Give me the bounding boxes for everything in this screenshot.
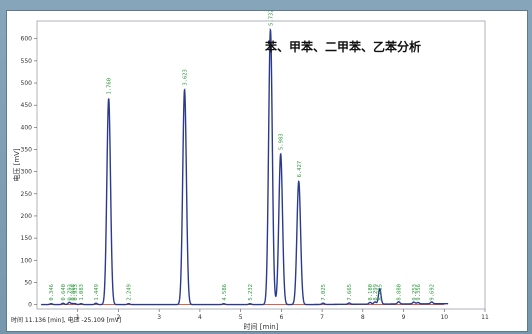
peak-label: 5.732 — [268, 11, 274, 26]
y-axis-ticks: 0 50 100 150 200 250 300 350 400 450 500 550 600 — [21, 36, 37, 309]
peak-label: 8.299 — [373, 284, 379, 301]
y-tick-label: 0 — [28, 302, 32, 309]
peak-label: 4.586 — [222, 284, 228, 301]
status-readout: 时间 11.136 [min], 电压 -25.109 [mV] — [11, 316, 121, 324]
x-tick-label: 10 — [440, 314, 448, 321]
peak-label: 1.083 — [79, 284, 85, 301]
peak-label: 8.880 — [397, 284, 403, 301]
y-tick-label: 500 — [21, 80, 33, 87]
peak-label: 0.640 — [61, 284, 67, 301]
chromatogram-chart: 0 50 100 150 200 250 300 350 400 450 500 550 600 1 2 3… — [11, 11, 489, 331]
y-tick-label: 100 — [21, 257, 33, 264]
x-tick-label: 2 — [117, 314, 121, 321]
peak-label: 8.180 — [368, 284, 374, 301]
peak-label: 0.933 — [73, 284, 79, 301]
peak-label: 3.623 — [183, 69, 189, 86]
peak-label: 2.249 — [127, 284, 133, 301]
y-tick-label: 450 — [21, 102, 33, 109]
x-tick-label: 9 — [402, 314, 406, 321]
x-tick-label: 6 — [279, 314, 283, 321]
y-tick-label: 300 — [21, 169, 33, 176]
chart-title: 苯、甲苯、二甲苯、乙苯分析 — [264, 39, 421, 54]
peak-label: 5.983 — [279, 133, 285, 150]
x-tick-label: 7 — [320, 314, 324, 321]
y-tick-label: 400 — [21, 124, 33, 131]
chromatogram-trace — [41, 27, 449, 306]
y-tick-label: 550 — [21, 58, 33, 65]
y-tick-label: 200 — [21, 213, 33, 220]
y-axis-label: 电压 [mV] — [12, 148, 21, 182]
x-tick-label: 8 — [361, 314, 365, 321]
y-tick-label: 150 — [21, 235, 33, 242]
peak-label: 9.356 — [416, 284, 422, 301]
x-tick-label: 5 — [239, 314, 243, 321]
peak-label: 5.232 — [248, 284, 254, 301]
x-tick-label: 11 — [481, 314, 489, 321]
x-axis-ticks: 1 2 3 4 5 6 7 8 9 10 11 — [76, 309, 489, 321]
peak-label: 7.665 — [347, 284, 353, 301]
peak-label: 8.415 — [378, 284, 384, 301]
x-tick-label: 1 — [76, 314, 80, 321]
x-tick-label: 3 — [157, 314, 161, 321]
peak-label: 1.760 — [107, 78, 113, 95]
chromatogram-panel: 0 50 100 150 200 250 300 350 400 450 500 550 600 1 2 3… — [6, 10, 528, 332]
peak-label: 9.253 — [412, 284, 418, 301]
plot-area — [36, 20, 486, 310]
x-axis-label: 时间 [min] — [244, 322, 279, 331]
y-tick-label: 350 — [21, 146, 33, 153]
peak-label: 0.346 — [49, 284, 55, 301]
y-tick-label: 600 — [21, 36, 33, 43]
x-tick-label: 4 — [198, 314, 202, 321]
peak-label: 0.868 — [70, 284, 76, 301]
peak-label: 7.025 — [321, 284, 327, 301]
peak-label: 0.793 — [67, 284, 73, 301]
y-tick-label: 50 — [24, 279, 32, 286]
peak-label: 9.692 — [430, 284, 436, 301]
peak-label: 6.427 — [297, 161, 303, 178]
peak-label: 1.449 — [94, 284, 100, 301]
y-tick-label: 250 — [21, 191, 33, 198]
